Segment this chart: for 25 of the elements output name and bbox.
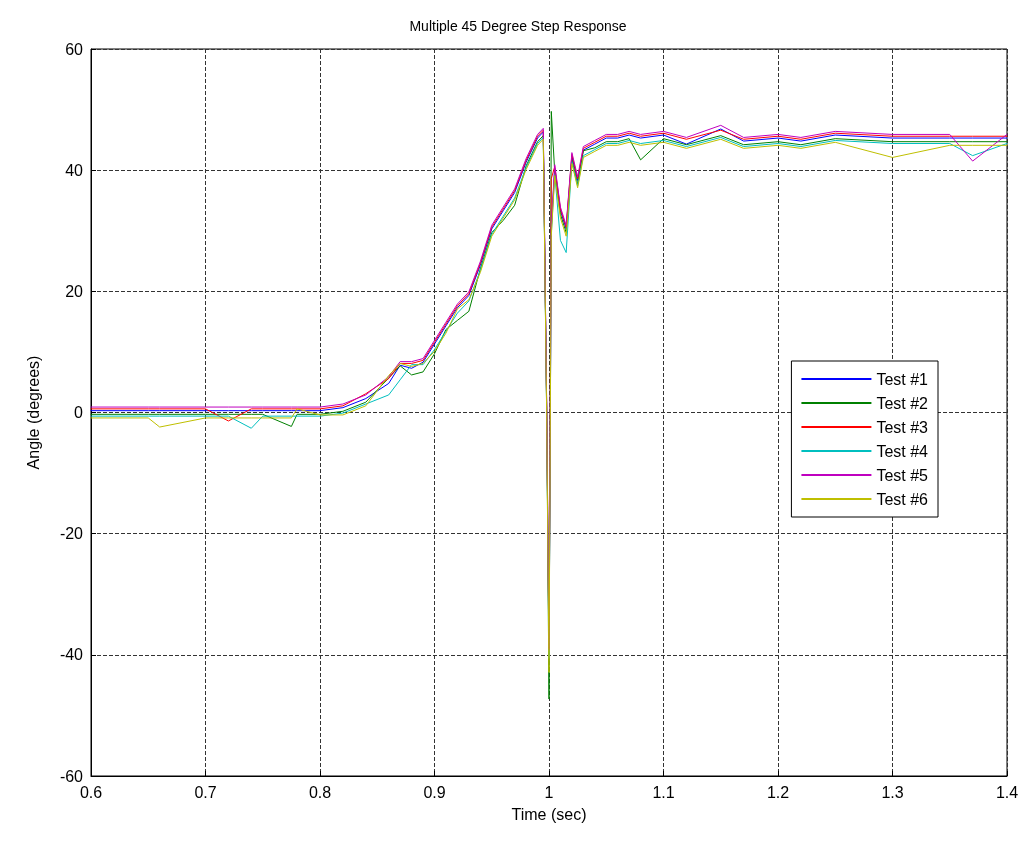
y-tick-label: -20	[59, 525, 84, 543]
x-axis-title: Time (sec)	[511, 805, 587, 823]
legend-label: Test #3	[876, 418, 929, 436]
x-tick-label: 0.9	[423, 783, 446, 801]
y-tick-label: 20	[65, 282, 84, 300]
legend-label: Test #1	[876, 370, 929, 388]
legend-label: Test #2	[876, 394, 929, 412]
y-tick-label: 60	[65, 40, 84, 58]
chart-title: Multiple 45 Degree Step Response	[409, 18, 627, 34]
x-tick-label: 1.2	[766, 783, 790, 801]
x-tick-label: 0.8	[308, 783, 332, 801]
legend-label: Test #5	[876, 466, 929, 484]
y-tick-label: -60	[59, 767, 84, 785]
y-tick-label: 0	[74, 404, 84, 421]
x-tick-label: 0.6	[79, 783, 103, 801]
x-tick-label: 1.3	[881, 783, 904, 801]
x-tick-label: 1.4	[995, 783, 1019, 801]
y-tick-label: 40	[65, 161, 84, 179]
x-tick-label: 1	[544, 783, 554, 801]
x-tick-label: 1.1	[652, 783, 675, 801]
y-tick-label: -40	[59, 646, 84, 664]
legend-label: Test #6	[876, 490, 929, 508]
legend-label: Test #4	[876, 442, 929, 460]
x-tick-label: 0.7	[194, 783, 217, 801]
y-axis-title: Angle (degrees)	[24, 355, 42, 470]
